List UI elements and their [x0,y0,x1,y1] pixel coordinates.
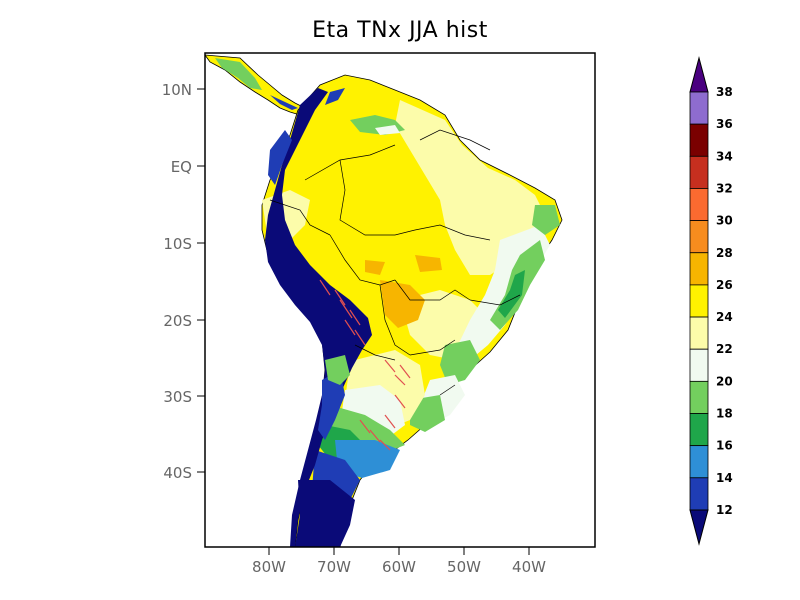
colorbar-label: 30 [716,214,733,228]
colorbar-label: 34 [716,149,733,163]
colorbar-swatch [689,348,709,382]
zone-26-central [380,280,425,328]
lat-label-10s: 10S [163,235,192,253]
andes-12-southcentral [318,370,345,440]
lon-label-40w: 40W [512,558,546,576]
colorbar-under-arrow [689,509,709,546]
colorbar-swatch [689,284,709,318]
andes-under-12 [265,88,372,547]
map-area [205,54,563,547]
central-america-highlands [215,58,262,90]
map-frame [204,52,596,548]
lon-label-70w: 70W [317,558,351,576]
zone-24-northeast [395,100,545,275]
colorbar-swatch [689,316,709,350]
colorbar-label: 20 [716,374,733,388]
longitude-axis [268,547,530,555]
lat-label-40s: 40S [163,464,192,482]
country-borders [269,129,521,396]
colorbar-swatch [689,380,709,414]
lon-label-50w: 50W [447,558,481,576]
colorbar: 38 36 34 32 30 28 26 24 22 20 18 16 14 12 [689,56,733,546]
colorbar-label: 12 [716,503,733,517]
zone-under-patagonia-south [295,480,355,547]
lon-label-80w: 80W [252,558,286,576]
lon-label-60w: 60W [382,558,416,576]
colorbar-label: 28 [716,246,733,260]
colorbar-swatch [689,220,709,254]
colorbar-swatch [689,445,709,479]
colorbar-over-arrow [689,56,709,93]
colorbar-label: 38 [716,85,733,99]
colorbar-swatch [689,477,709,511]
lat-label-20s: 20S [163,312,192,330]
colorbar-label: 24 [716,310,733,324]
lat-label-eq: EQ [171,158,192,176]
colorbar-label: 14 [716,471,733,485]
colorbar-swatch [689,91,709,125]
colorbar-swatch [689,188,709,221]
colorbar-label: 16 [716,439,733,453]
latitude-axis [197,88,205,473]
lat-label-10n: 10N [162,81,192,99]
colorbar-swatch [689,155,709,189]
colorbar-label: 18 [716,407,733,421]
colorbar-swatch [689,123,709,157]
significance-hatching [319,279,411,451]
colorbar-label: 36 [716,117,733,131]
colorbar-swatch [689,252,709,286]
colorbar-label: 26 [716,278,733,292]
colorbar-label: 32 [716,181,733,195]
lat-label-30s: 30S [163,388,192,406]
colorbar-swatch [689,413,709,447]
colorbar-label: 22 [716,342,733,356]
map-title: Eta TNx JJA hist [312,18,488,43]
